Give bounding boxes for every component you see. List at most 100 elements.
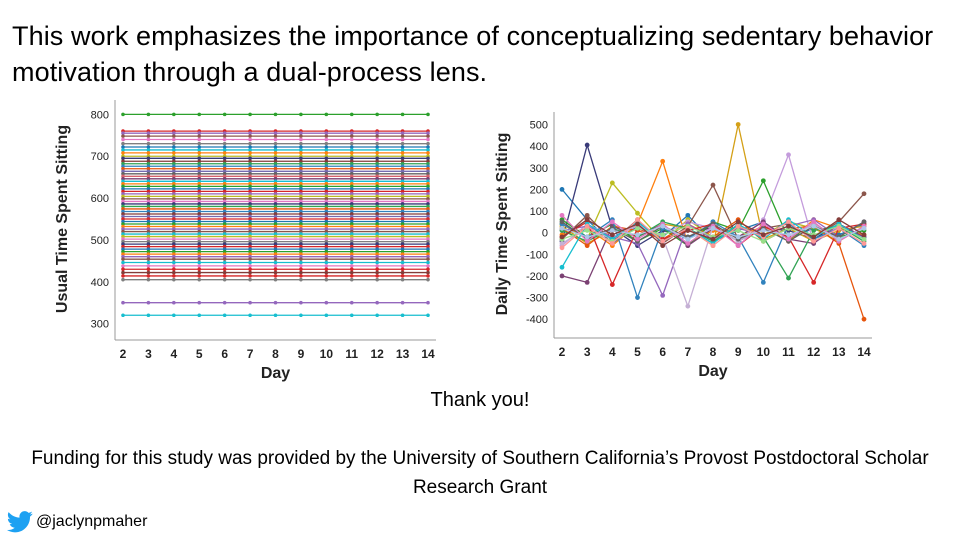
twitter-handle[interactable]: @jaclynpmaher [6,510,147,534]
data-point [172,134,176,138]
data-point [426,151,430,155]
data-point [248,277,252,282]
data-point [324,229,329,234]
data-point [273,214,278,219]
data-point [273,247,278,251]
data-point [584,238,590,244]
data-point [197,212,202,216]
y-tick-label: 100 [530,206,548,218]
data-point [324,222,329,226]
data-point [426,229,430,234]
data-point [349,148,354,152]
data-point [248,257,252,261]
data-point [735,122,741,127]
data-point [375,244,379,249]
data-point [324,134,329,138]
data-point [121,232,125,236]
data-point [273,270,278,275]
data-point [273,313,278,318]
data-point [375,232,379,236]
data-point [222,267,227,272]
data-point [375,212,379,216]
x-tick-label: 2 [120,347,127,361]
data-point [121,242,125,246]
data-point [197,270,202,275]
data-point [172,267,176,272]
data-point [248,264,252,268]
data-point [222,247,227,251]
data-point [197,267,202,272]
data-point [273,264,278,268]
data-point [299,229,303,234]
data-point [146,209,151,214]
data-point [222,212,227,216]
data-point [299,209,303,214]
data-point [375,156,379,161]
data-point [400,300,405,305]
data-point [273,204,278,209]
data-point [121,209,125,214]
data-point [197,161,202,166]
data-point [222,313,227,318]
data-point [349,161,354,166]
data-point [299,182,303,186]
data-point [375,207,379,211]
data-point [324,148,329,152]
data-point [273,172,278,176]
data-point [609,241,615,246]
data-point [349,182,354,186]
data-point [248,232,252,236]
data-point [197,112,202,117]
data-point [172,274,176,278]
data-point [222,159,227,164]
data-point [400,260,405,265]
data-point [273,244,278,249]
data-point [786,236,791,242]
data-point [400,237,405,241]
data-point [146,239,151,244]
data-point [146,227,151,231]
data-point [248,137,252,142]
data-point [299,234,303,239]
data-point [172,141,176,146]
x-axis-label: Day [698,363,727,380]
data-point [172,179,176,184]
y-tick-label: -300 [526,293,548,305]
data-point [559,219,565,225]
data-point [146,244,151,249]
data-point [660,223,666,229]
data-point [375,237,379,241]
data-point [349,237,354,241]
data-point [172,184,176,189]
data-point [248,274,252,278]
daily-sitting-chart-svg: 500 400 300 200 100 0 -100 -200 -300 -400 2 3 4 5 6 7 8 9… [494,112,872,380]
data-point [299,169,303,174]
data-point [400,234,405,239]
data-point [400,174,405,179]
data-point [400,148,405,152]
data-point [299,148,303,152]
data-point [426,177,430,181]
data-point [222,192,227,196]
data-point [273,239,278,244]
data-point [811,280,817,285]
data-point [559,234,565,240]
data-point [375,239,379,244]
data-point [273,242,278,246]
data-point [349,244,354,249]
data-point [400,204,405,209]
data-point [375,179,379,184]
data-point [760,280,766,285]
data-point [172,229,176,234]
data-point [559,241,565,246]
data-point [299,174,303,179]
data-point [273,187,278,191]
data-point [426,212,430,216]
data-point [426,194,430,199]
data-point [273,277,278,282]
data-point [172,159,176,164]
data-point [146,254,151,259]
data-point [146,164,151,169]
data-point [121,274,125,278]
data-point [299,219,303,224]
